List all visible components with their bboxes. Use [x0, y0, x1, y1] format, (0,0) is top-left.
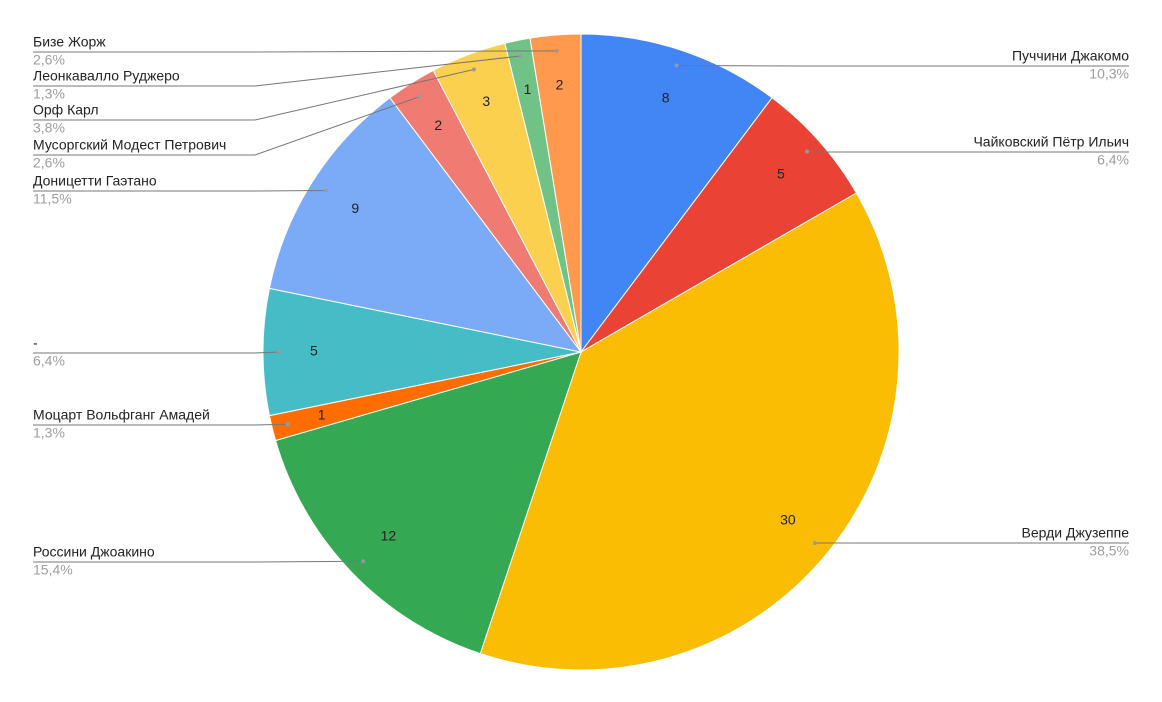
legend-label: Доницетти Гаэтано: [33, 173, 157, 189]
percent-label: 1,3%: [33, 86, 65, 102]
pie-slice: [274, 351, 582, 655]
leader-line: [33, 423, 288, 426]
data-label: 1: [318, 407, 326, 423]
leader-dot: [276, 350, 281, 354]
percent-label: 15,4%: [33, 562, 73, 578]
pie-slice: [479, 192, 900, 671]
legend-label: Леонкавалло Руджеро: [33, 68, 180, 84]
leader-dot: [518, 54, 523, 59]
leader-dot: [813, 541, 818, 546]
pie-slice: [268, 97, 583, 353]
data-label: 9: [351, 200, 359, 216]
percent-label: 38,5%: [1089, 543, 1129, 559]
leader-line: [33, 55, 521, 87]
percent-label: 1,3%: [33, 425, 65, 441]
percent-label: 3,8%: [33, 120, 65, 136]
data-label: 12: [381, 528, 397, 544]
leader-dot: [361, 559, 366, 564]
pie-slice: [262, 287, 582, 417]
percent-label: 6,4%: [1097, 152, 1129, 168]
legend-label: Чайковский Пётр Ильич: [973, 134, 1129, 150]
percent-label: 11,5%: [33, 191, 72, 207]
legend-label: Моцарт Вольфганг Амадей: [33, 407, 210, 423]
data-label: 5: [310, 343, 318, 359]
leader-dot: [805, 149, 810, 154]
data-label: 8: [662, 89, 670, 105]
leader-line: [33, 96, 420, 156]
legend-label: Россини Джоакино: [33, 544, 155, 560]
leader-line: [33, 560, 364, 563]
pie-slice: [529, 33, 582, 353]
data-label: 2: [434, 117, 442, 133]
pie-slice: [580, 33, 773, 354]
leader-dot: [417, 94, 422, 99]
leader-dot: [471, 67, 476, 72]
legend-label: Пуччини Джакомо: [1012, 48, 1129, 64]
data-label: 5: [777, 166, 785, 182]
data-label: 3: [482, 93, 490, 109]
legend-label: Верди Джузеппе: [1022, 525, 1130, 541]
data-label: 2: [556, 76, 564, 92]
legend-label: -: [33, 335, 38, 351]
data-label: 1: [524, 81, 532, 97]
leader-dot: [323, 188, 328, 193]
leader-line: [33, 50, 557, 53]
pie-slice: [580, 97, 858, 353]
legend-label: Орф Карл: [33, 102, 99, 118]
legend-label: Бизе Жорж: [33, 34, 106, 50]
percent-label: 2,6%: [33, 155, 65, 171]
data-label: 30: [780, 512, 796, 528]
percent-label: 6,4%: [33, 353, 65, 369]
leader-line: [33, 69, 474, 121]
leader-line: [33, 351, 279, 354]
percent-label: 2,6%: [33, 52, 65, 68]
legend-label: Мусоргский Модест Петрович: [33, 137, 226, 153]
leader-dot: [285, 422, 290, 427]
leader-line: [676, 64, 1129, 67]
leader-dot: [674, 63, 679, 68]
leader-dot: [554, 48, 559, 53]
percent-label: 10,3%: [1089, 66, 1129, 82]
